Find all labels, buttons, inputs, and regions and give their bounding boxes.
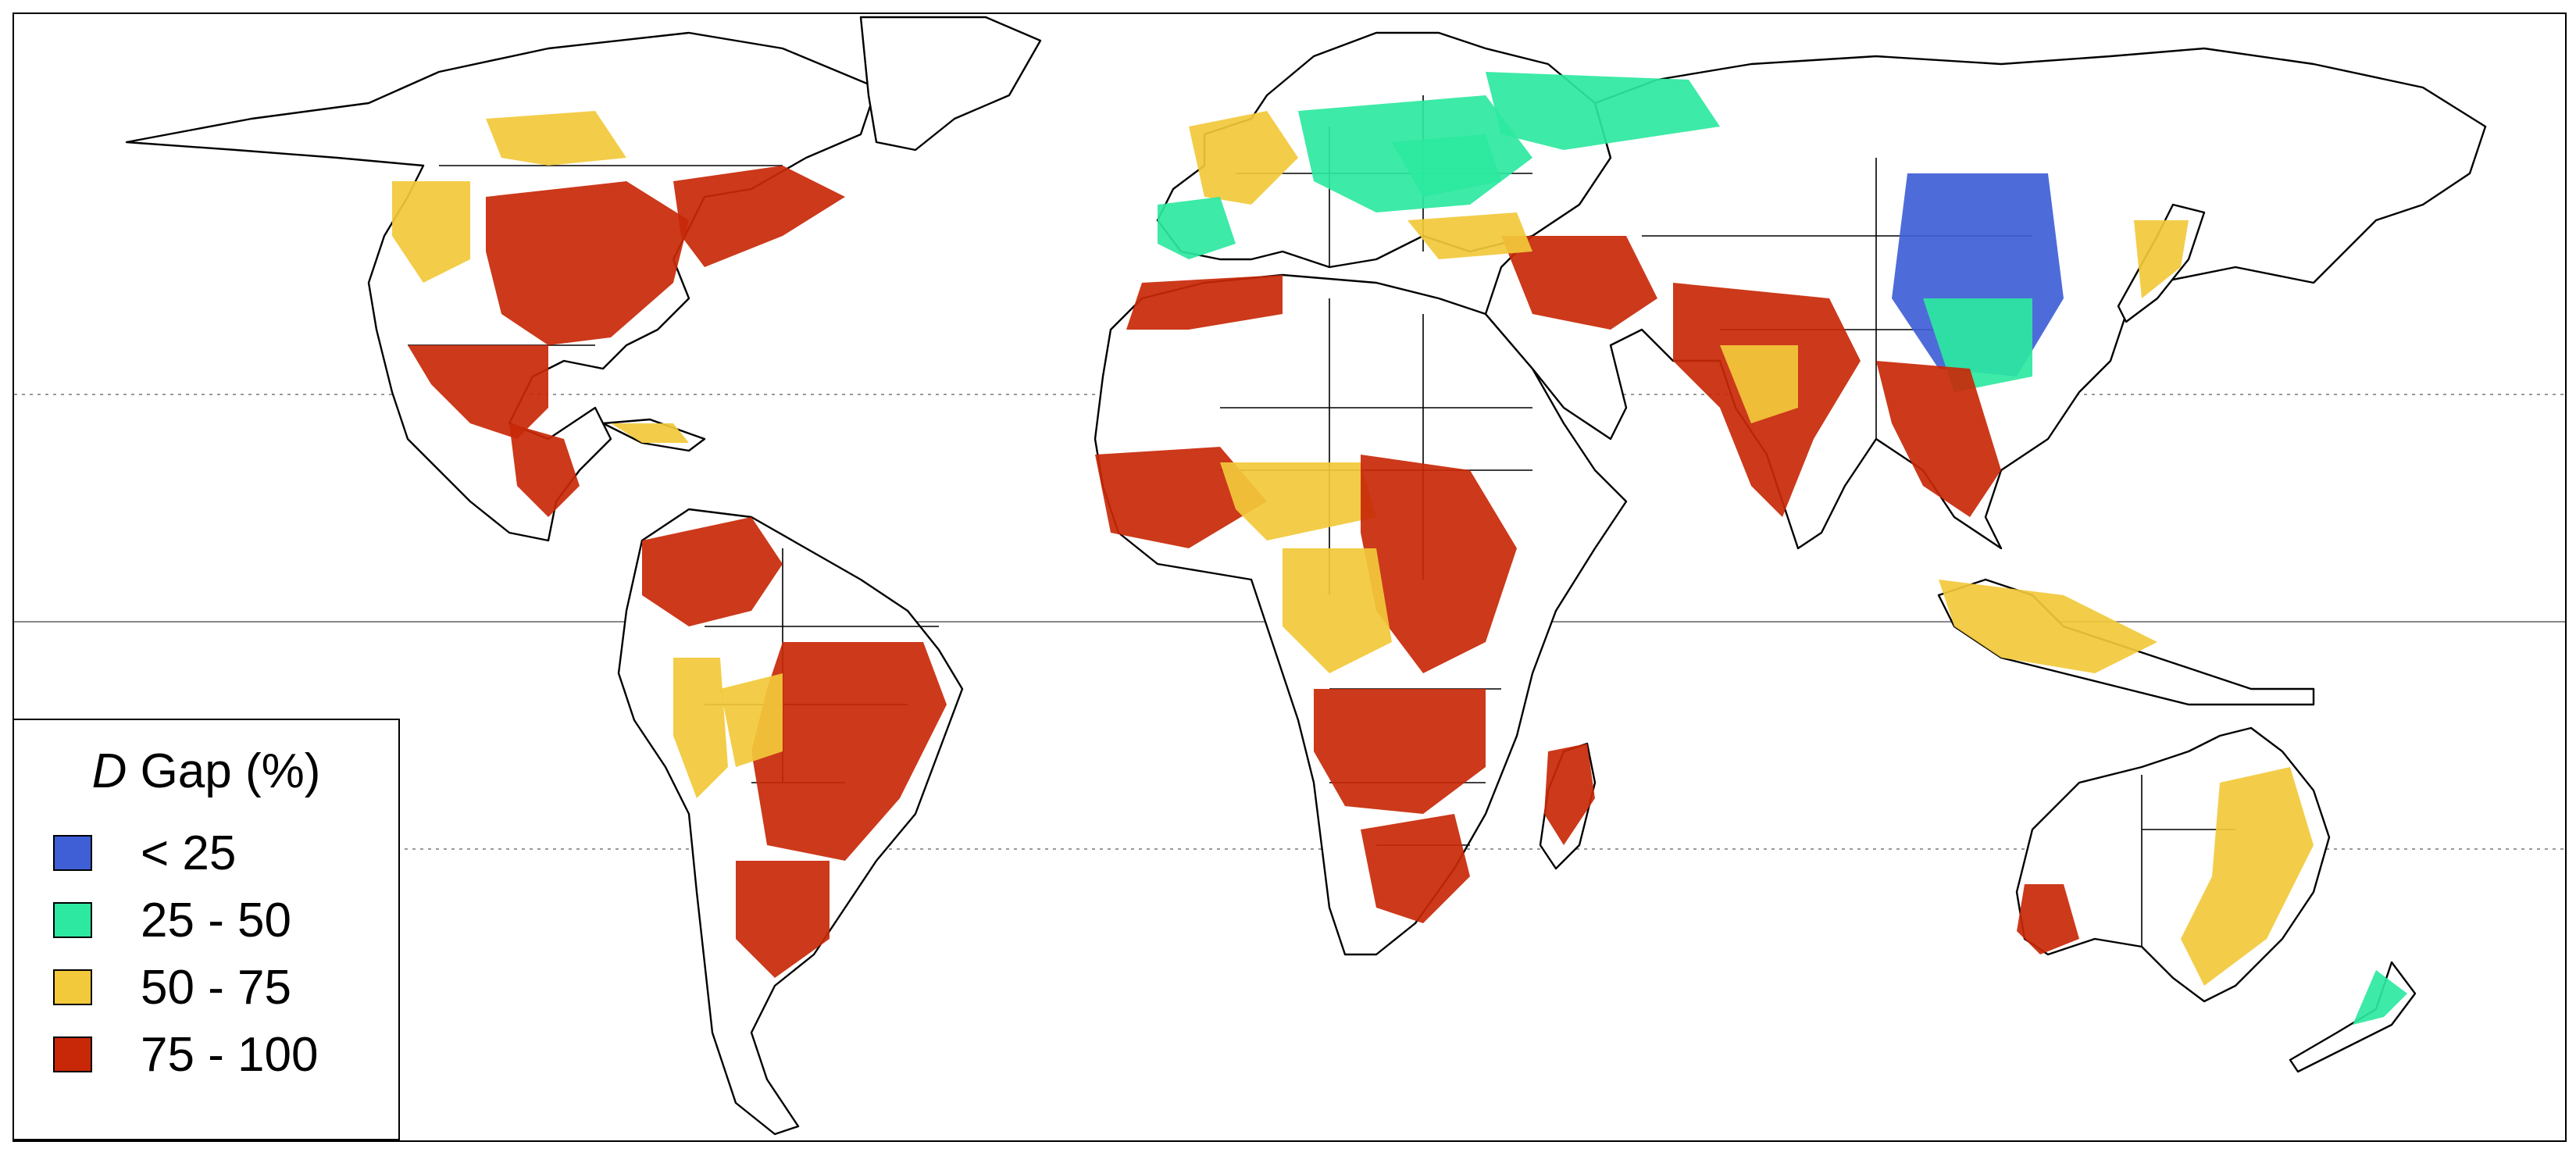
gap-patch-east-africa	[1361, 455, 1517, 673]
gap-patch-amazon-south	[720, 673, 783, 767]
legend-swatch	[53, 902, 92, 938]
gap-patch-pampas	[736, 861, 830, 978]
world-map	[12, 12, 2567, 1142]
gap-patch-mexico	[408, 345, 548, 439]
gap-patch-turkey	[1408, 212, 1532, 259]
new-zealand-outline	[2289, 961, 2417, 1073]
legend-swatch	[53, 835, 92, 871]
gap-patch-indonesia	[1939, 580, 2157, 673]
legend: D Gap (%) < 25 25 - 50 50 - 75 75 - 100	[12, 719, 400, 1140]
gap-patch-sahel	[1220, 462, 1376, 541]
gap-patch-india-central	[1720, 345, 1798, 423]
gap-patch-north-america-east	[673, 166, 845, 267]
gap-patch-australia-east	[2181, 767, 2314, 986]
gap-patch-brazil-east	[751, 642, 947, 861]
gap-patch-cuba	[611, 423, 689, 443]
gap-patch-north-america-west	[392, 181, 470, 283]
legend-item-50-75: 50 - 75	[53, 961, 291, 1015]
legend-swatch	[53, 1036, 92, 1072]
gap-patch-north-africa	[1126, 275, 1283, 330]
gap-patch-andes	[673, 658, 728, 798]
gap-patch-new-zealand	[2353, 970, 2407, 1025]
legend-item-25-50: 25 - 50	[53, 894, 291, 947]
legend-item-75-100: 75 - 100	[53, 1028, 319, 1082]
gap-patch-canada-prairies	[486, 111, 626, 166]
legend-label: 25 - 50	[141, 893, 292, 947]
gap-patch-southern-africa	[1314, 689, 1486, 814]
map-canvas	[14, 16, 2565, 1136]
gap-patch-western-europe	[1189, 111, 1298, 205]
legend-title: D Gap (%)	[14, 744, 398, 799]
country-borders	[408, 95, 2235, 947]
gap-patch-north-america-central-plains	[486, 181, 689, 345]
legend-item-lt25: < 25	[53, 826, 236, 880]
legend-swatch	[53, 969, 92, 1005]
gap-patch-central-africa	[1283, 548, 1392, 673]
gap-patch-south-america-northwest	[642, 517, 783, 626]
greenland-outline	[859, 16, 1042, 152]
gap-patch-southeast-asia	[1876, 361, 2001, 517]
gap-patch-madagascar	[1544, 744, 1595, 845]
legend-title-variable: D	[91, 744, 127, 798]
gap-patch-central-america	[509, 423, 580, 517]
gap-patch-south-africa	[1361, 814, 1470, 923]
gap-patch-middle-east	[1501, 236, 1657, 330]
gap-patch-australia-southwest	[2017, 884, 2079, 954]
gap-patches	[392, 72, 2407, 1025]
legend-label: 50 - 75	[141, 960, 292, 1015]
legend-title-text: Gap (%)	[127, 744, 321, 798]
legend-label: 75 - 100	[141, 1027, 319, 1082]
gap-patch-iberia	[1158, 197, 1236, 259]
gap-patch-japan	[2134, 220, 2189, 298]
gap-patch-russia-steppe	[1486, 72, 1720, 150]
legend-label: < 25	[141, 826, 237, 880]
gap-patch-ukraine	[1392, 134, 1501, 197]
